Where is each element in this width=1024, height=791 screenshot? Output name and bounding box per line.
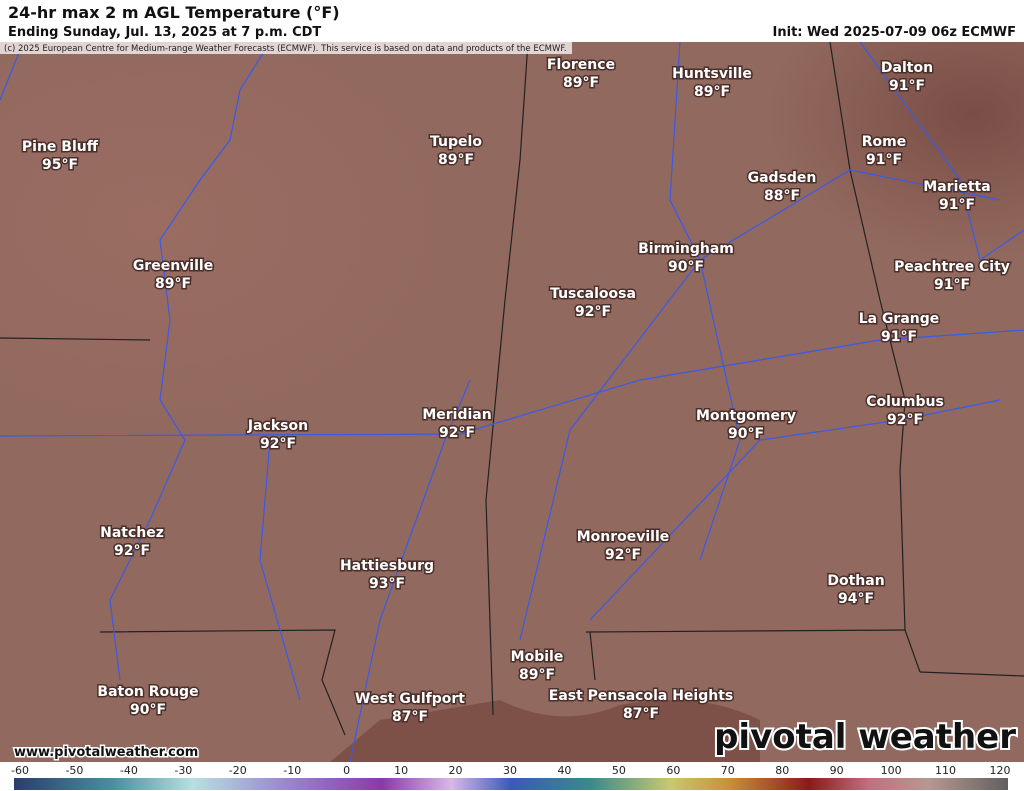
city-temp: 89°F xyxy=(563,75,599,91)
colorbar-tick-label: 30 xyxy=(503,764,517,777)
city-temp: 94°F xyxy=(838,591,874,607)
colorbar-tick-label: 80 xyxy=(775,764,789,777)
title: 24-hr max 2 m AGL Temperature (°F) xyxy=(8,3,340,22)
colorbar-tick-label: 100 xyxy=(881,764,902,777)
city-labels: Florence 89°F Huntsville 89°F Dalton 91°F Pine… xyxy=(20,56,1011,727)
colorbar-tick-label: 20 xyxy=(449,764,463,777)
city-temp: 92°F xyxy=(887,412,923,428)
city-temp: 92°F xyxy=(605,547,641,563)
city-temp: 90°F xyxy=(668,259,704,275)
city-name: Florence xyxy=(547,57,615,73)
city-name: Meridian xyxy=(422,407,491,423)
colorbar-tick-label: 90 xyxy=(830,764,844,777)
city-name: Pine Bluff xyxy=(22,139,99,155)
copyright-bg xyxy=(0,42,572,54)
city-name: Natchez xyxy=(100,525,164,541)
city-name: Dalton xyxy=(881,60,933,76)
colorbar-ticks: -60 -50 -40 -30 -20 -10 0 10 20 30 40 50 60 70 80 90 100… xyxy=(11,764,1010,777)
logo: pivotal weather xyxy=(714,717,1016,757)
city-temp: 87°F xyxy=(392,709,428,725)
rivers-roads xyxy=(0,41,1024,763)
website: www.pivotalweather.com xyxy=(14,745,198,760)
city-name: Greenville xyxy=(133,258,213,274)
city-temp: 92°F xyxy=(575,304,611,320)
colorbar xyxy=(14,778,1008,790)
city-temp: 93°F xyxy=(369,576,405,592)
city-temp: 90°F xyxy=(130,702,166,718)
init-time: Init: Wed 2025-07-09 06z ECMWF xyxy=(773,25,1016,40)
city-name: West Gulfport xyxy=(355,691,465,707)
city-name: Columbus xyxy=(866,394,944,410)
city-name: Montgomery xyxy=(696,408,796,424)
colorbar-tick-label: -50 xyxy=(65,764,83,777)
city-name: Gadsden xyxy=(748,170,817,186)
city-name: Peachtree City xyxy=(894,259,1010,275)
city-name: Monroeville xyxy=(577,529,670,545)
city-temp: 87°F xyxy=(623,706,659,722)
city-name: Mobile xyxy=(511,649,564,665)
city-name: Baton Rouge xyxy=(97,684,198,700)
coast-shading xyxy=(330,700,760,762)
city-name: Jackson xyxy=(247,418,308,434)
city-name: Tupelo xyxy=(430,134,482,150)
city-temp: 91°F xyxy=(939,197,975,213)
copyright: (c) 2025 European Centre for Medium-rang… xyxy=(4,44,567,54)
colorbar-tick-label: 70 xyxy=(721,764,735,777)
colorbar-tick-label: 50 xyxy=(612,764,626,777)
colorbar-tick-label: -40 xyxy=(120,764,138,777)
city-temp: 89°F xyxy=(438,152,474,168)
city-temp: 92°F xyxy=(114,543,150,559)
city-name: La Grange xyxy=(859,311,940,327)
city-temp: 91°F xyxy=(934,277,970,293)
subtitle: Ending Sunday, Jul. 13, 2025 at 7 p.m. C… xyxy=(8,25,321,40)
colorbar-tick-label: -30 xyxy=(174,764,192,777)
city-temp: 90°F xyxy=(728,426,764,442)
city-name: Tuscaloosa xyxy=(550,286,636,302)
city-temp: 91°F xyxy=(866,152,902,168)
colorbar-tick-label: -60 xyxy=(11,764,29,777)
city-temp: 92°F xyxy=(439,425,475,441)
city-temp: 92°F xyxy=(260,436,296,452)
city-temp: 89°F xyxy=(519,667,555,683)
colorbar-tick-label: 0 xyxy=(343,764,350,777)
city-temp: 89°F xyxy=(694,84,730,100)
city-temp: 95°F xyxy=(42,157,78,173)
colorbar-tick-label: -20 xyxy=(229,764,247,777)
colorbar-tick-label: 10 xyxy=(394,764,408,777)
colorbar-tick-label: 120 xyxy=(990,764,1011,777)
city-name: Hattiesburg xyxy=(340,558,434,574)
city-temp: 89°F xyxy=(155,276,191,292)
colorbar-tick-label: -10 xyxy=(283,764,301,777)
city-name: Dothan xyxy=(827,573,884,589)
city-name: Rome xyxy=(862,134,906,150)
city-temp: 88°F xyxy=(764,188,800,204)
city-temp: 91°F xyxy=(889,78,925,94)
colorbar-tick-label: 60 xyxy=(666,764,680,777)
colorbar-tick-label: 110 xyxy=(935,764,956,777)
city-temp: 91°F xyxy=(881,329,917,345)
city-name: Huntsville xyxy=(672,66,752,82)
city-name: East Pensacola Heights xyxy=(549,688,733,704)
shading xyxy=(0,42,1024,762)
city-name: Birmingham xyxy=(638,241,734,257)
colorbar-tick-label: 40 xyxy=(557,764,571,777)
city-name: Marietta xyxy=(923,179,990,195)
